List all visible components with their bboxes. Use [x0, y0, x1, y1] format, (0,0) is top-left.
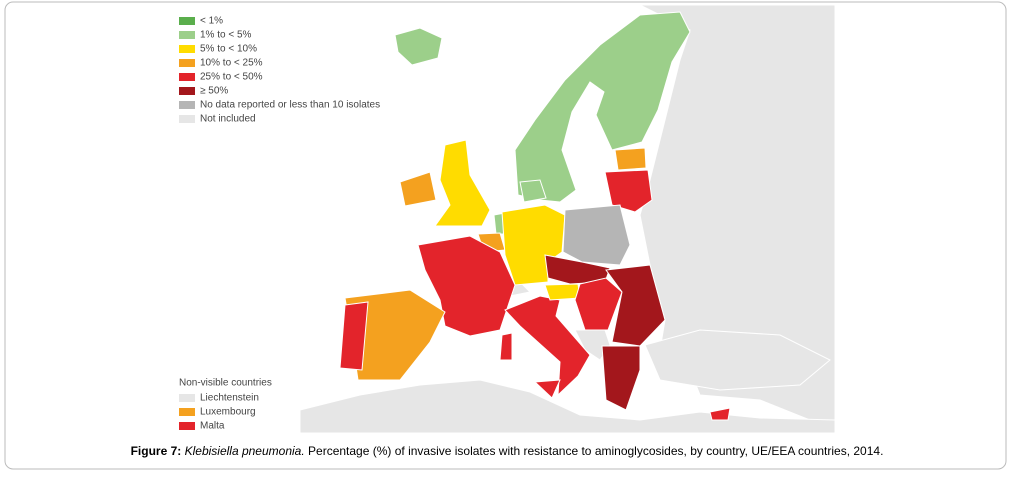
baltics — [604, 169, 653, 213]
caption: Figure 7: Klebisiella pneumonia. Percent… — [131, 444, 884, 458]
map — [300, 5, 835, 433]
portugal — [339, 301, 369, 371]
legend-swatch — [179, 394, 195, 402]
poland — [562, 204, 631, 266]
united-kingdom — [434, 139, 491, 227]
legend-swatch — [179, 101, 195, 109]
caption-text: Percentage (%) of invasive isolates with… — [308, 444, 883, 458]
legend-label: No data reported or less than 10 isolate… — [200, 100, 380, 111]
legend-label: 25% to < 50% — [200, 72, 263, 83]
legend-label: < 1% — [200, 16, 223, 27]
legend-label: ≥ 50% — [200, 86, 228, 97]
legend-swatch — [179, 59, 195, 67]
legend-label: Malta — [200, 421, 225, 432]
cyprus — [709, 407, 731, 421]
legend-swatch — [179, 45, 195, 53]
non-visible-legend: Liechtenstein Luxembourg Malta — [179, 393, 259, 432]
legend-swatch — [179, 87, 195, 95]
austria — [544, 283, 581, 301]
hungary-croatia — [574, 277, 623, 331]
legend-swatch — [179, 408, 195, 416]
scandinavia — [514, 11, 691, 203]
denmark — [519, 179, 547, 203]
sardinia — [499, 332, 513, 361]
iceland — [394, 27, 443, 66]
legend: < 1% 1% to < 5% 5% to < 10% 10% to < 25% 25%… — [179, 16, 380, 125]
legend-label: 1% to < 5% — [200, 30, 252, 41]
legend-label: 10% to < 25% — [200, 58, 263, 69]
caption-species: Klebisiella pneumonia. — [185, 444, 305, 458]
legend-label: Luxembourg — [200, 407, 256, 418]
legend-label: 5% to < 10% — [200, 44, 257, 55]
legend-swatch — [179, 73, 195, 81]
legend-swatch — [179, 115, 195, 123]
turkey — [644, 329, 831, 391]
estonia — [614, 147, 647, 171]
non-visible-title: Non-visible countries — [179, 378, 272, 389]
sicily — [533, 379, 561, 399]
greece — [601, 345, 641, 411]
legend-label: Not included — [200, 114, 256, 125]
legend-swatch — [179, 422, 195, 430]
legend-label: Liechtenstein — [200, 393, 259, 404]
legend-swatch — [179, 31, 195, 39]
north-africa — [300, 379, 835, 433]
ireland — [399, 171, 437, 207]
caption-label: Figure 7: — [131, 444, 182, 458]
legend-swatch — [179, 17, 195, 25]
